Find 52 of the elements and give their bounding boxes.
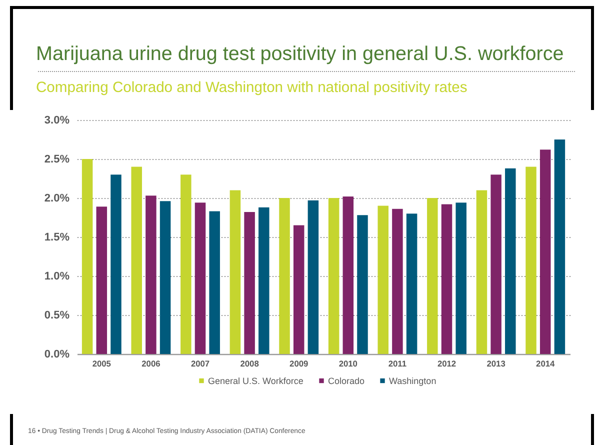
x-tick-label: 2008 [240, 358, 260, 368]
legend-label: General U.S. Workforce [208, 376, 304, 386]
x-tick-label: 2010 [338, 358, 358, 368]
bar [427, 198, 438, 354]
x-tick-label: 2009 [290, 358, 309, 368]
y-tick-label: 2.0% [44, 192, 70, 204]
bar [293, 225, 304, 354]
x-tick-label: 2012 [437, 358, 456, 368]
y-tick-label: 2.5% [44, 154, 70, 166]
y-tick-label: 0.0% [44, 348, 70, 360]
bar [392, 208, 403, 354]
bar [328, 198, 340, 354]
bar [244, 212, 255, 354]
bar [505, 168, 516, 354]
bar [82, 159, 93, 354]
bar [230, 190, 241, 354]
bar [146, 196, 156, 354]
x-tick-label: 2007 [190, 358, 210, 368]
legend-label: Washington [389, 376, 436, 386]
bar [258, 207, 270, 354]
bar [526, 166, 536, 354]
bar [180, 174, 192, 354]
bar [456, 202, 466, 354]
y-tick-label: 1.5% [44, 232, 70, 244]
legend-label: Colorado [328, 376, 365, 386]
bar [160, 201, 171, 354]
x-tick-label: 2005 [92, 358, 112, 368]
x-tick-label: 2014 [536, 358, 556, 368]
x-tick-label: 2011 [388, 358, 407, 368]
bar [342, 196, 354, 354]
bar [110, 174, 122, 354]
bar [490, 174, 502, 354]
bar [554, 140, 566, 354]
bar [378, 206, 388, 354]
x-tick-label: 2006 [142, 358, 161, 368]
y-tick-label: 0.5% [44, 310, 70, 322]
x-tick-label: 2013 [486, 358, 506, 368]
y-tick-label: 3.0% [44, 114, 70, 126]
bar [406, 214, 418, 354]
bar [540, 150, 551, 354]
bar [131, 166, 142, 354]
bar [441, 204, 452, 354]
bar [209, 211, 220, 354]
bar [279, 198, 290, 354]
bar [357, 215, 368, 354]
chart-subtitle: Comparing Colorado and Washington with national positivity rates [36, 80, 468, 96]
y-tick-label: 1.0% [44, 270, 70, 282]
bar [96, 206, 108, 354]
bar [308, 200, 319, 354]
bar [194, 202, 206, 354]
chart-title: Marijuana urine drug test positivity in general U.S. workforce [36, 43, 564, 65]
bar [476, 190, 488, 354]
